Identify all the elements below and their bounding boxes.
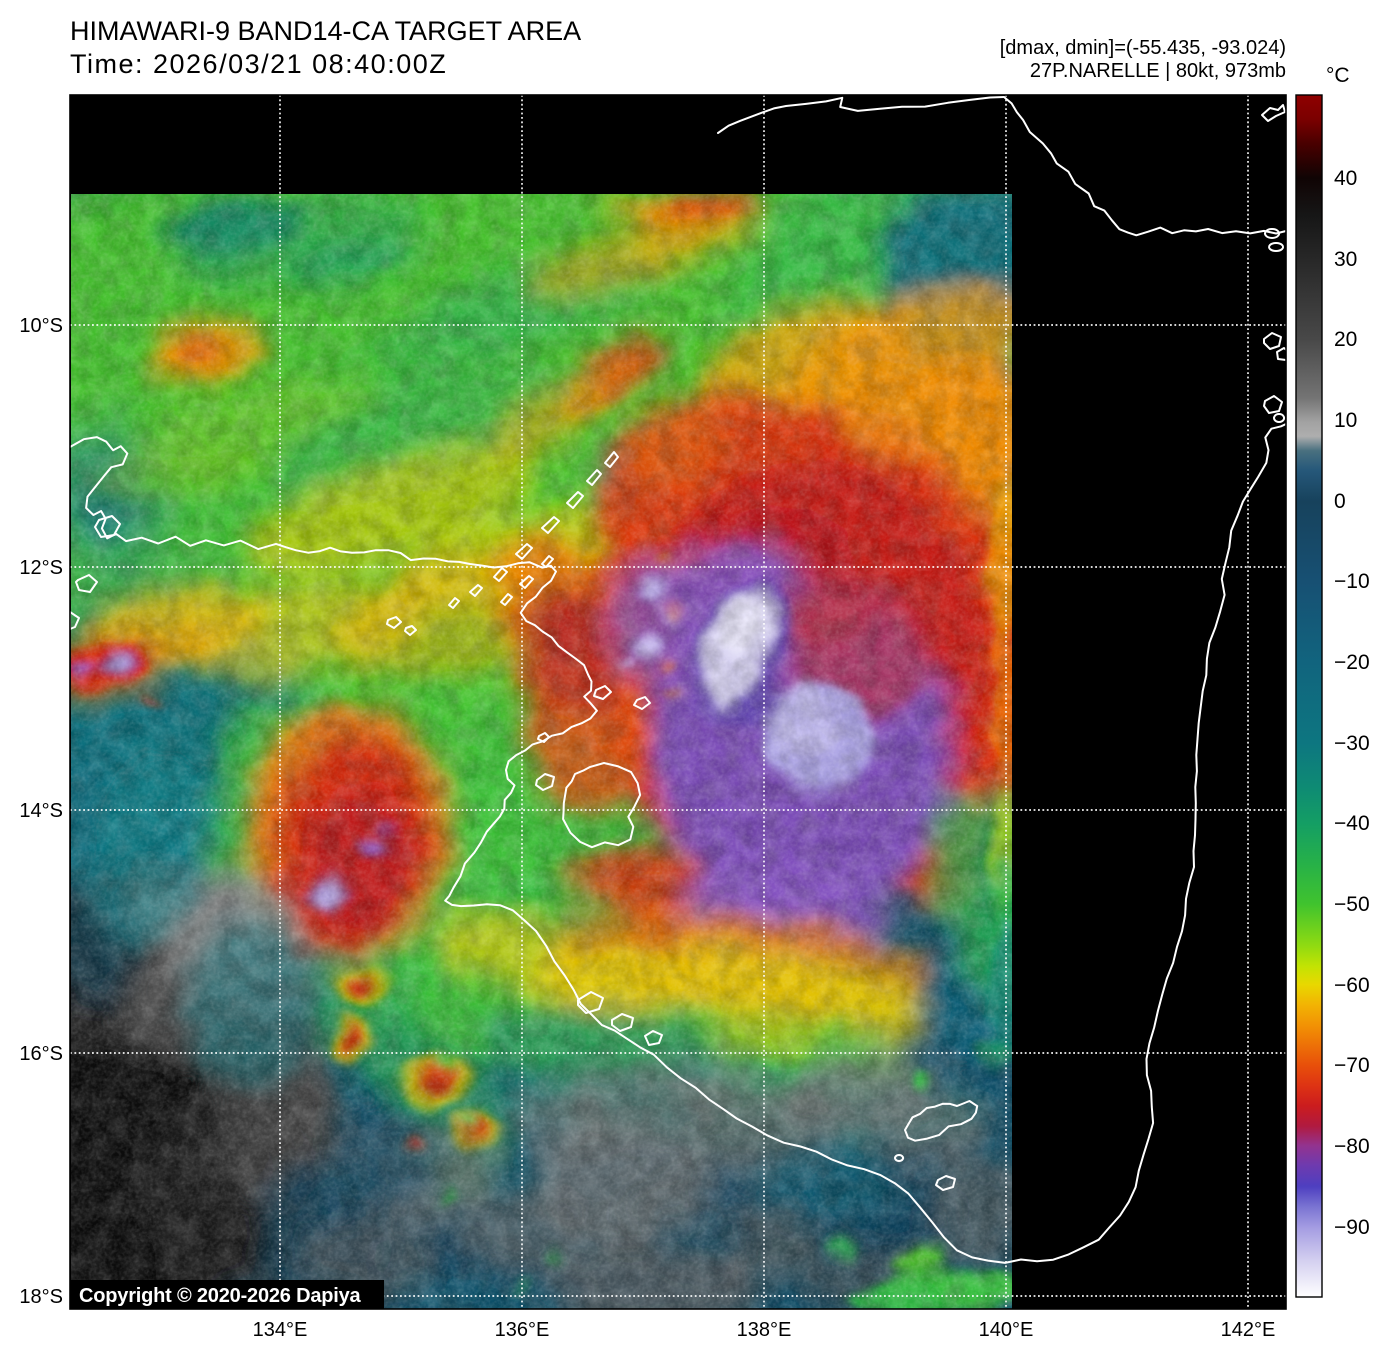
svg-text:0: 0 bbox=[1334, 490, 1346, 513]
svg-text:−40: −40 bbox=[1334, 812, 1370, 835]
svg-text:40: 40 bbox=[1334, 167, 1357, 190]
svg-text:−90: −90 bbox=[1334, 1216, 1370, 1239]
svg-text:10: 10 bbox=[1334, 409, 1357, 432]
svg-text:10°S: 10°S bbox=[19, 315, 63, 337]
svg-text:140°E: 140°E bbox=[979, 1319, 1034, 1341]
svg-text:−80: −80 bbox=[1334, 1135, 1370, 1158]
svg-text:−20: −20 bbox=[1334, 651, 1370, 674]
svg-text:[dmax, dmin]=(-55.435, -93.024: [dmax, dmin]=(-55.435, -93.024) bbox=[1000, 37, 1286, 59]
svg-text:16°S: 16°S bbox=[19, 1043, 63, 1065]
svg-text:136°E: 136°E bbox=[495, 1319, 550, 1341]
svg-text:−10: −10 bbox=[1334, 570, 1370, 593]
svg-text:−70: −70 bbox=[1334, 1054, 1370, 1077]
svg-text:−60: −60 bbox=[1334, 974, 1370, 997]
svg-text:134°E: 134°E bbox=[253, 1319, 308, 1341]
svg-text:18°S: 18°S bbox=[19, 1286, 63, 1308]
svg-text:HIMAWARI-9 BAND14-CA TARGET AR: HIMAWARI-9 BAND14-CA TARGET AREA bbox=[70, 16, 581, 46]
svg-text:142°E: 142°E bbox=[1221, 1319, 1276, 1341]
svg-text:Time: 2026/03/21 08:40:00Z: Time: 2026/03/21 08:40:00Z bbox=[70, 49, 447, 79]
svg-text:27P.NARELLE | 80kt, 973mb: 27P.NARELLE | 80kt, 973mb bbox=[1030, 60, 1286, 82]
svg-text:30: 30 bbox=[1334, 248, 1357, 271]
svg-text:20: 20 bbox=[1334, 328, 1357, 351]
svg-text:138°E: 138°E bbox=[737, 1319, 792, 1341]
svg-text:Copyright © 2020-2026 Dapiya: Copyright © 2020-2026 Dapiya bbox=[79, 1285, 362, 1307]
svg-text:12°S: 12°S bbox=[19, 557, 63, 579]
svg-text:−50: −50 bbox=[1334, 893, 1370, 916]
svg-text:°C: °C bbox=[1326, 64, 1350, 87]
svg-text:−30: −30 bbox=[1334, 732, 1370, 755]
svg-text:14°S: 14°S bbox=[19, 800, 63, 822]
